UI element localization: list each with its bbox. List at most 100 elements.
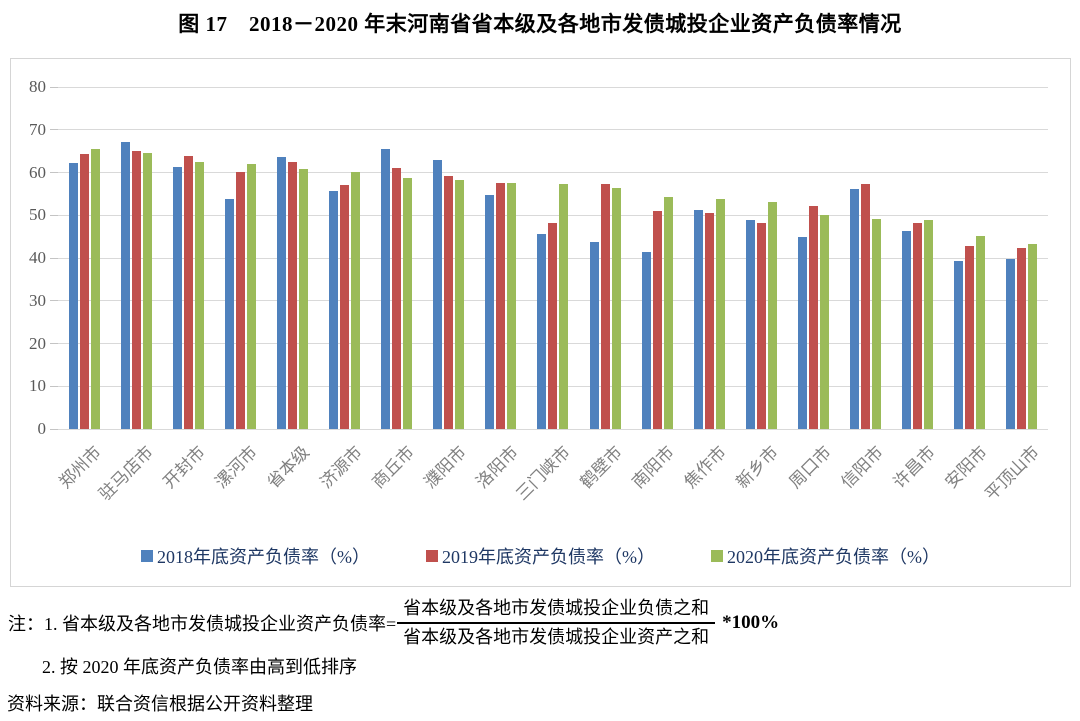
bar-group: [58, 87, 110, 429]
plot-area: 0 10 20 30 40 50 60 70 80 郑州市 驻马店市 开封市 漯河市 省本级 济源市 商丘市濮…: [29, 77, 1048, 504]
y-tick: [50, 428, 58, 430]
y-tick-label: 0: [37, 419, 47, 438]
x-category-label: 驻马店市: [95, 442, 158, 505]
bar: [403, 178, 413, 429]
bar: [485, 195, 495, 429]
y-tick-label: 10: [29, 376, 46, 396]
legend-item: 2020年底资产负债率（%）: [711, 543, 940, 569]
chart: 0 10 20 30 40 50 60 70 80 郑州市 驻马店市 开封市 漯河市 省本级 济源市 商丘市濮…: [10, 58, 1071, 587]
bar: [351, 171, 361, 429]
fraction-numerator: 省本级及各地市发债城投企业负债之和: [397, 598, 716, 624]
bar: [276, 156, 286, 429]
legend-label: 2020年底资产负债率（%）: [727, 547, 940, 567]
bar-group: [892, 87, 944, 429]
x-category-label: 平顶山市: [981, 442, 1043, 505]
legend-marker-icon: [426, 550, 438, 562]
bar: [704, 213, 714, 429]
bar: [444, 175, 454, 429]
bar: [381, 148, 391, 429]
gridline: [58, 86, 1048, 88]
x-category-label: 南阳市: [628, 442, 679, 493]
bar-group: [944, 87, 996, 429]
bar: [235, 171, 245, 429]
y-tick: [50, 343, 58, 344]
y-tick: [50, 172, 58, 173]
y-tick-label: 80: [29, 77, 46, 96]
gridline: [58, 214, 1048, 216]
bar: [287, 161, 297, 429]
legend: 2018年底资产负债率（%） 2019年底资产负债率（%） 2020年底资产负债率（…: [11, 543, 1070, 569]
bar-group: [735, 87, 787, 429]
note1-prefix: 注：1. 省本级及各地市发债城投企业资产负债率=: [8, 613, 397, 634]
bar: [693, 209, 703, 429]
bar: [1028, 243, 1038, 429]
x-category-label: 济源市: [316, 442, 366, 493]
bar: [1006, 258, 1016, 429]
legend-label: 2018年底资产负债率（%）: [157, 547, 370, 567]
gridline: [58, 129, 1048, 131]
bar: [600, 183, 610, 429]
bar: [172, 167, 182, 429]
bar: [954, 261, 964, 429]
bar: [224, 198, 234, 429]
note1-suffix: *100%: [722, 611, 780, 633]
legend-marker-icon: [141, 550, 153, 562]
bar: [433, 159, 443, 429]
bar: [507, 183, 517, 429]
bar: [392, 167, 402, 429]
bar: [976, 236, 986, 429]
formula-fraction: 省本级及各地市发债城投企业负债之和 省本级及各地市发债城投企业资产之和: [397, 598, 716, 647]
bar: [537, 233, 547, 429]
bar: [809, 205, 819, 429]
bar-group: [683, 87, 735, 429]
bar: [589, 241, 599, 429]
bar: [913, 223, 923, 429]
y-tick-label: 30: [29, 290, 46, 310]
bar: [329, 190, 339, 429]
bar-group: [110, 87, 162, 429]
bar: [652, 210, 662, 429]
bar: [559, 184, 569, 429]
bar: [90, 149, 100, 429]
x-category-label: 周口市: [784, 442, 835, 493]
legend-item: 2018年底资产负债率（%）: [141, 543, 370, 569]
x-axis: 郑州市 驻马店市 开封市 漯河市 省本级 济源市 商丘市 濮阳市 洛阳市 三门峡市 鹤壁市 南阳市 焦作…: [56, 429, 1048, 541]
bar: [924, 219, 934, 429]
y-tick: [50, 86, 58, 88]
bar-group: [162, 87, 214, 429]
bar: [798, 237, 808, 429]
bar-group: [840, 87, 892, 429]
bar-group: [579, 87, 631, 429]
bar: [79, 154, 89, 429]
y-tick-label: 70: [29, 119, 46, 139]
bar: [820, 214, 830, 429]
note-line-1: 注：1. 省本级及各地市发债城投企业资产负债率= 省本级及各地市发债城投企业负债…: [8, 598, 779, 647]
bar: [663, 196, 673, 429]
gridline: [58, 428, 1048, 430]
y-tick: [50, 129, 58, 131]
y-tick-label: 60: [29, 162, 46, 182]
bar: [965, 246, 975, 429]
bar: [496, 182, 506, 429]
bar-group: [527, 87, 579, 429]
x-category-label: 三门峡市: [512, 442, 574, 505]
bar: [641, 251, 651, 429]
y-tick: [50, 214, 58, 216]
y-tick: [50, 385, 58, 387]
y-tick: [50, 300, 58, 302]
bar: [902, 230, 912, 429]
bar: [767, 201, 777, 429]
bar: [548, 222, 558, 429]
x-category-label: 开封市: [159, 442, 210, 493]
y-tick-label: 50: [29, 205, 46, 225]
legend-item: 2019年底资产负债率（%）: [426, 543, 655, 569]
bar: [611, 187, 621, 429]
x-category-label: 许昌市: [889, 442, 939, 493]
x-category-label: 省本级: [263, 442, 314, 493]
bar: [850, 189, 860, 429]
legend-label: 2019年底资产负债率（%）: [442, 547, 655, 567]
note-line-2: 2. 按 2020 年底资产负债率由高到低排序: [42, 657, 357, 677]
bar: [455, 180, 465, 429]
x-category-label: 焦作市: [680, 442, 731, 493]
bar: [183, 155, 193, 429]
